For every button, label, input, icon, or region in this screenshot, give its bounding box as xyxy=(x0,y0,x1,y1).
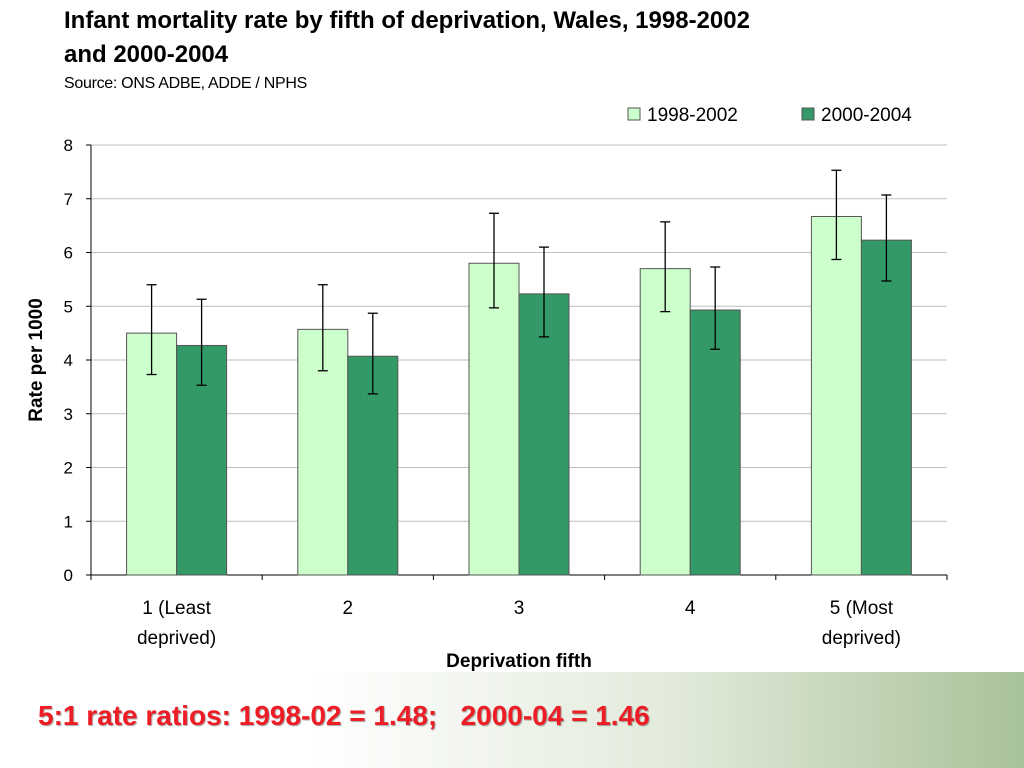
x-category-label: 1 (Least deprived) xyxy=(137,598,216,649)
y-tick-label: 1 xyxy=(64,512,73,531)
legend-label: 2000-2004 xyxy=(821,105,912,126)
x-category-label: 4 xyxy=(685,598,696,619)
y-tick-label: 6 xyxy=(64,244,73,263)
rate-ratio-footer: 5:1 rate ratios: 1998-02 = 1.48; 2000-04… xyxy=(38,700,650,731)
legend-label: 1998-2002 xyxy=(647,105,738,126)
x-category-label: 5 (Most deprived) xyxy=(822,598,901,649)
y-tick-label: 2 xyxy=(64,459,73,478)
x-category-label: 3 xyxy=(514,598,525,619)
bar-2000-2004 xyxy=(518,293,570,576)
y-tick-label: 4 xyxy=(64,351,73,370)
bar-1998-2002 xyxy=(468,262,520,576)
y-tick-label: 8 xyxy=(64,136,73,155)
chart-title: Infant mortality rate by fifth of depriv… xyxy=(64,7,750,68)
bar-1998-2002 xyxy=(639,268,691,576)
footer-band xyxy=(0,672,1024,768)
x-axis-title: Deprivation fifth xyxy=(446,651,592,672)
bar-2000-2004 xyxy=(689,309,741,576)
legend-swatch-1998-2002 xyxy=(627,107,641,121)
legend-swatch-2000-2004 xyxy=(801,107,815,121)
y-tick-label: 5 xyxy=(64,297,73,316)
y-tick-label: 3 xyxy=(64,405,73,424)
y-axis-title: Rate per 1000 xyxy=(26,298,47,422)
bar-chart: 0 1 2 3 4 5 6 7 8 1 (Least deprived) 2 3 4 5 (Most depr… xyxy=(26,105,948,672)
chart-source: Source: ONS ADBE, ADDE / NPHS xyxy=(64,75,307,92)
x-category-label: 2 xyxy=(343,598,354,619)
bar-1998-2002 xyxy=(810,215,862,576)
y-tick-label: 0 xyxy=(64,566,73,585)
y-tick-label: 7 xyxy=(64,190,73,209)
bar-2000-2004 xyxy=(860,239,912,576)
